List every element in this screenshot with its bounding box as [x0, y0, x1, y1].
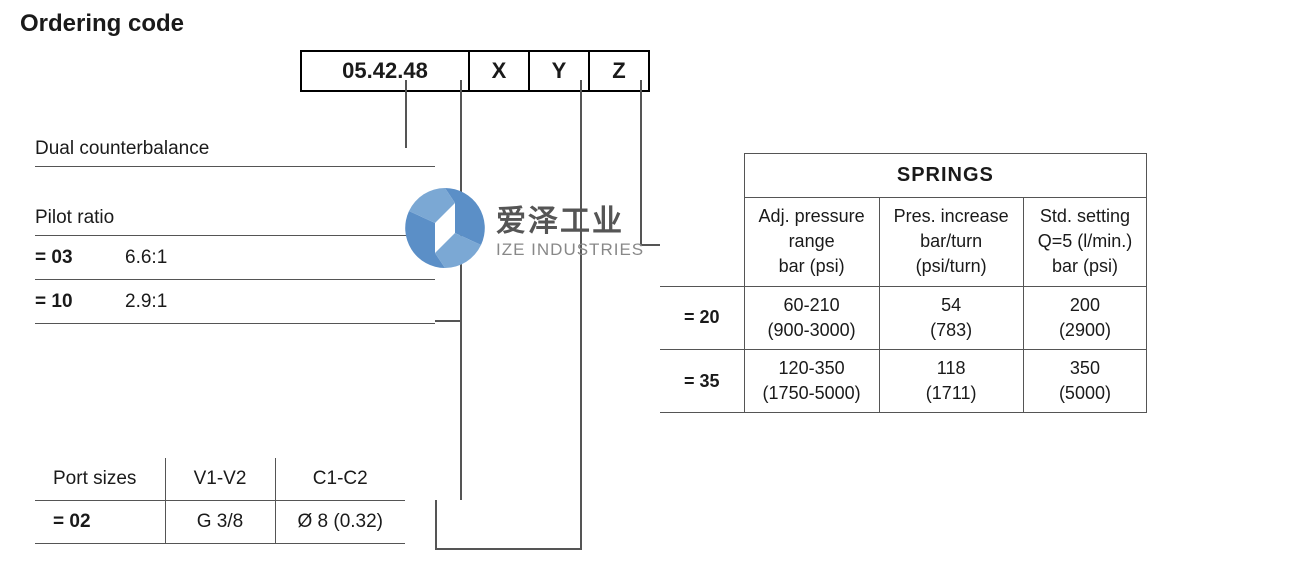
- hdr-text: range: [789, 231, 835, 251]
- pilot-code: = 03: [35, 247, 125, 269]
- port-sizes-table: Port sizes V1-V2 C1-C2 = 02 G 3/8 Ø 8 (0…: [35, 458, 405, 544]
- cell-text: (900-3000): [768, 320, 856, 340]
- logo-text: 爱泽工业 IZE INDUSTRIES: [496, 196, 644, 260]
- hdr-text: Adj. pressure: [759, 206, 865, 226]
- hdr-text: bar/turn: [920, 231, 982, 251]
- pilot-value: 6.6:1: [125, 247, 167, 269]
- cell-text: (5000): [1059, 383, 1111, 403]
- springs-hdr-std: Std. setting Q=5 (l/min.) bar (psi): [1023, 198, 1147, 287]
- hdr-text: (psi/turn): [916, 256, 987, 276]
- connector-line: [580, 80, 582, 550]
- cell-text: 350: [1070, 358, 1100, 378]
- hdr-text: Std. setting: [1040, 206, 1130, 226]
- springs-inc: 54 (783): [879, 286, 1023, 349]
- springs-std: 200 (2900): [1023, 286, 1147, 349]
- springs-std: 350 (5000): [1023, 349, 1147, 412]
- port-col-v: V1-V2: [165, 458, 275, 501]
- cell-text: (2900): [1059, 320, 1111, 340]
- pilot-ratio-row: = 03 6.6:1: [35, 236, 435, 280]
- connector-line: [460, 80, 462, 500]
- springs-title: SPRINGS: [744, 154, 1147, 198]
- page-title: Ordering code: [20, 10, 1289, 38]
- code-box-x: X: [470, 50, 530, 92]
- springs-adj: 60-210 (900-3000): [744, 286, 879, 349]
- port-v-value: G 3/8: [165, 501, 275, 544]
- pilot-ratio-row: = 10 2.9:1: [35, 280, 435, 324]
- springs-row-code: = 20: [660, 286, 744, 349]
- connector-line: [435, 320, 461, 322]
- port-sizes-label: Port sizes: [35, 458, 165, 501]
- springs-hdr-inc: Pres. increase bar/turn (psi/turn): [879, 198, 1023, 287]
- hdr-text: bar (psi): [779, 256, 845, 276]
- springs-row: = 35 120-350 (1750-5000) 118 (1711) 350 …: [660, 349, 1147, 412]
- cell-text: 200: [1070, 295, 1100, 315]
- pilot-ratio-section: Pilot ratio = 03 6.6:1 = 10 2.9:1: [35, 207, 435, 324]
- cell-text: (1711): [926, 383, 977, 403]
- springs-blank: [660, 198, 744, 287]
- connector-line: [640, 244, 660, 246]
- logo-en-text: IZE INDUSTRIES: [496, 240, 644, 260]
- hdr-text: bar (psi): [1052, 256, 1118, 276]
- cell-text: 60-210: [784, 295, 840, 315]
- connector-line: [435, 500, 437, 549]
- hdr-text: Pres. increase: [894, 206, 1009, 226]
- port-row-code: = 02: [35, 501, 165, 544]
- springs-blank: [660, 154, 744, 198]
- left-column: Dual counterbalance Pilot ratio = 03 6.6…: [35, 138, 435, 324]
- logo-cn-text: 爱泽工业: [496, 196, 644, 240]
- ordering-code-boxes: 05.42.48 X Y Z: [300, 50, 650, 92]
- connector-line: [640, 80, 642, 245]
- cell-text: 54: [941, 295, 961, 315]
- springs-row-code: = 35: [660, 349, 744, 412]
- pilot-value: 2.9:1: [125, 291, 167, 313]
- pilot-ratio-label: Pilot ratio: [35, 207, 435, 236]
- springs-inc: 118 (1711): [879, 349, 1023, 412]
- springs-row: = 20 60-210 (900-3000) 54 (783) 200 (290…: [660, 286, 1147, 349]
- cell-text: (1750-5000): [763, 383, 861, 403]
- cell-text: 120-350: [779, 358, 845, 378]
- cell-text: (783): [930, 320, 972, 340]
- port-c-value: Ø 8 (0.32): [275, 501, 405, 544]
- port-col-c: C1-C2: [275, 458, 405, 501]
- code-box-main: 05.42.48: [300, 50, 470, 92]
- cell-text: 118: [937, 358, 966, 378]
- connector-line: [435, 548, 581, 550]
- springs-table: SPRINGS Adj. pressure range bar (psi) Pr…: [660, 153, 1147, 413]
- springs-adj: 120-350 (1750-5000): [744, 349, 879, 412]
- hdr-text: Q=5 (l/min.): [1038, 231, 1133, 251]
- pilot-code: = 10: [35, 291, 125, 313]
- springs-hdr-adj: Adj. pressure range bar (psi): [744, 198, 879, 287]
- watermark-logo: 爱泽工业 IZE INDUSTRIES: [400, 183, 644, 273]
- dual-counterbalance-label: Dual counterbalance: [35, 138, 435, 167]
